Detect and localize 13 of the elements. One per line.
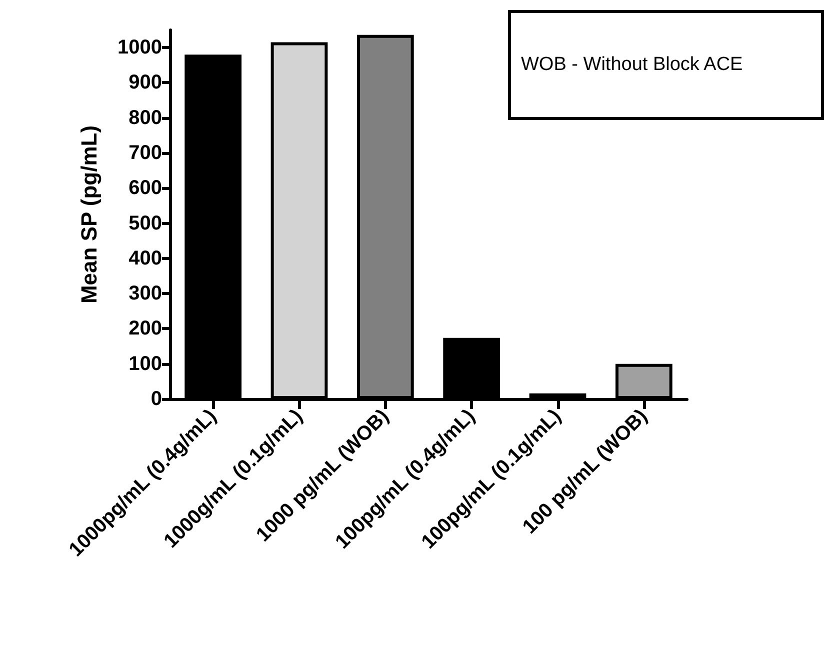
annotation: WOB - Without Block ACE bbox=[508, 10, 824, 120]
y-tick-label: 800 bbox=[128, 106, 162, 129]
y-tick-label: 100 bbox=[128, 352, 162, 375]
y-tick-label: 700 bbox=[128, 142, 162, 164]
y-tick-label: 200 bbox=[128, 318, 162, 340]
y-tick-label: 600 bbox=[128, 177, 162, 200]
y-tick-label: 400 bbox=[128, 247, 162, 270]
y-tick-label: 1000 bbox=[118, 36, 162, 59]
y-tick-label: 500 bbox=[128, 212, 162, 234]
y-tick-label: 300 bbox=[128, 282, 162, 305]
y-axis-title: Mean SP (pg/mL) bbox=[76, 125, 102, 304]
y-tick-label: 900 bbox=[128, 72, 162, 94]
y-tick-label: 0 bbox=[150, 388, 162, 410]
